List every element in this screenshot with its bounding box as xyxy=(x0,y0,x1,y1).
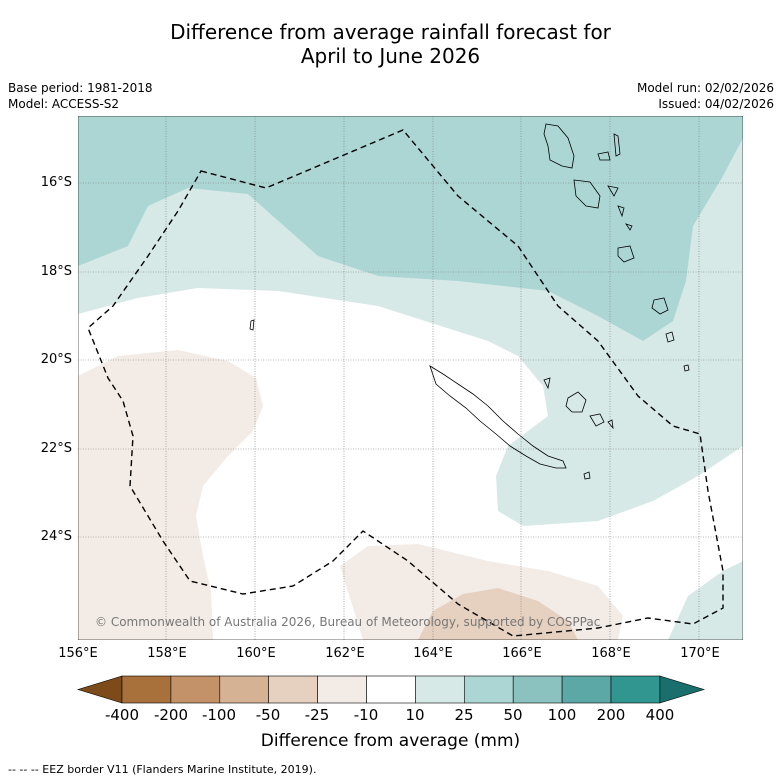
colorbar-cell xyxy=(170,675,221,704)
base-period: Base period: 1981-2018 xyxy=(8,81,153,95)
lat-tick-20s: 20°S xyxy=(40,352,72,367)
colorbar-tick: 25 xyxy=(454,706,474,724)
colorbar-tick: 50 xyxy=(503,706,523,724)
lat-tick-16s: 16°S xyxy=(40,175,72,190)
colorbar-cell xyxy=(512,675,563,704)
colorbar-title: Difference from average (mm) xyxy=(260,731,521,751)
lon-tick-162e: 162°E xyxy=(325,646,365,661)
region-25-50 xyxy=(78,116,743,341)
ouvea-island xyxy=(543,377,551,390)
vanuatu-espiritu-santo xyxy=(543,123,575,169)
lat-tick-18s: 18°S xyxy=(40,264,72,279)
vanuatu-malekula xyxy=(573,179,601,209)
colorbar-tick: -10 xyxy=(353,706,379,724)
colorbar-cell xyxy=(121,675,172,704)
colorbar-tick: -400 xyxy=(104,706,140,724)
vanuatu-aneityum xyxy=(665,331,675,343)
colorbar-cell xyxy=(415,675,465,704)
lat-tick-24s: 24°S xyxy=(40,529,72,544)
region-neg10-neg25-west xyxy=(78,350,263,640)
colorbar-tick: -25 xyxy=(304,706,330,724)
colorbar-cell xyxy=(610,675,661,704)
lat-tick-22s: 22°S xyxy=(40,441,72,456)
colorbar-cell xyxy=(317,675,367,704)
map-title-line2: April to June 2026 xyxy=(300,44,481,68)
lon-tick-164e: 164°E xyxy=(413,646,453,661)
lon-tick-158e: 158°E xyxy=(147,646,187,661)
loyalty-islands xyxy=(565,391,614,430)
colorbar-arrow-low xyxy=(76,675,123,704)
map-title-line1: Difference from average rainfall forecas… xyxy=(170,20,611,44)
eez-legend-note: -- -- -- EEZ border V11 (Flanders Marine… xyxy=(8,763,317,776)
colorbar-tick: -50 xyxy=(255,706,281,724)
colorbar-tick: 200 xyxy=(596,706,626,724)
lon-tick-166e: 166°E xyxy=(502,646,542,661)
vanuatu-tanna xyxy=(651,297,669,315)
vanuatu-small-islands xyxy=(597,133,633,231)
lon-tick-156e: 156°E xyxy=(58,646,98,661)
colorbar-cell xyxy=(366,675,416,704)
lon-tick-168e: 168°E xyxy=(591,646,631,661)
coastlines xyxy=(249,123,690,480)
region-10-25-se xyxy=(668,561,743,640)
model-run: Model run: 02/02/2026 xyxy=(636,81,774,95)
gridlines xyxy=(78,116,743,640)
colorbar-cell xyxy=(463,675,514,704)
eez-border xyxy=(87,129,724,637)
lon-tick-170e: 170°E xyxy=(680,646,720,661)
colorbar-cell xyxy=(268,675,318,704)
colorbar-tick: -200 xyxy=(153,706,189,724)
small-isle-west xyxy=(249,319,255,331)
new-caledonia-island xyxy=(429,365,567,469)
lon-tick-160e: 160°E xyxy=(236,646,276,661)
model-name: Model: ACCESS-S2 xyxy=(8,97,120,111)
region-neg25-neg50-south xyxy=(418,588,578,640)
vanuatu-efate xyxy=(617,245,635,263)
colorbar-tick: 100 xyxy=(547,706,577,724)
colorbar-cell xyxy=(219,675,270,704)
colorbar-cells xyxy=(76,675,706,704)
walpole-island xyxy=(683,364,690,372)
copyright-notice: © Commonwealth of Australia 2026, Bureau… xyxy=(95,615,601,629)
issued-date: Issued: 04/02/2026 xyxy=(658,97,774,111)
isle-of-pines xyxy=(583,471,591,480)
rainfall-map xyxy=(78,116,743,640)
colorbar-cell xyxy=(561,675,612,704)
colorbar-tick: -100 xyxy=(201,706,237,724)
colorbar-arrow-high xyxy=(659,675,706,704)
colorbar-tick: 10 xyxy=(405,706,425,724)
colorbar-tick: 400 xyxy=(645,706,675,724)
